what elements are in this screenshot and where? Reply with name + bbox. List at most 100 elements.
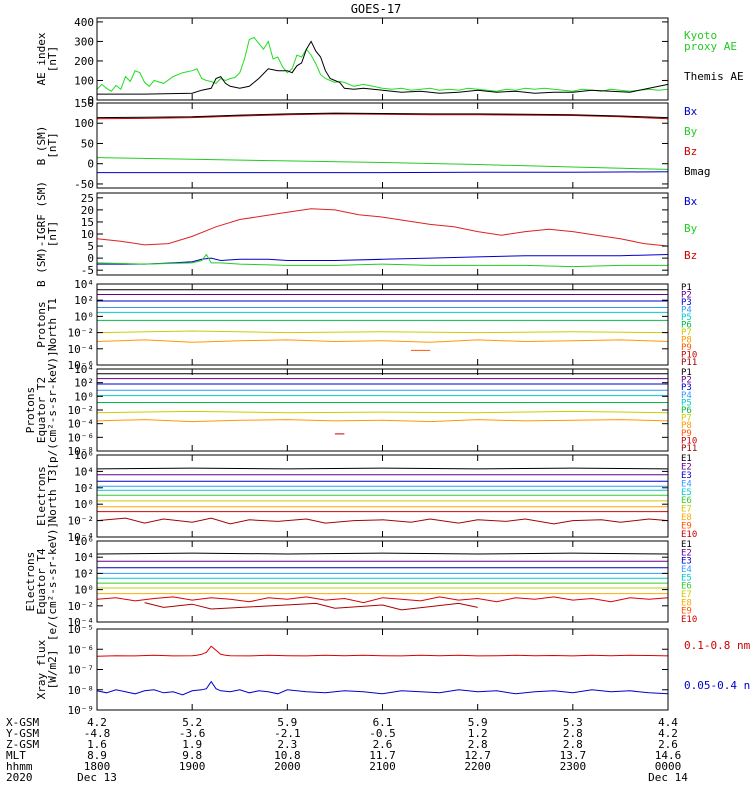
series-bdiff-bx (97, 254, 669, 265)
y-tick-label-en: 10² (74, 482, 94, 495)
y-tick-label-bdiff: -5 (81, 264, 94, 277)
ephemeris-value: 1.9 (182, 738, 202, 751)
ephemeris-value: 5.3 (563, 716, 583, 729)
y-tick-label-xray: 10⁻⁹ (68, 704, 95, 717)
ephemeris-row-label: 2020 (6, 771, 33, 784)
series-bsm-bz (96, 113, 669, 120)
legend-en-e4: E4 (681, 479, 692, 489)
y-tick-label-pn: 10⁰ (74, 310, 94, 323)
legend-pn-p2: P2 (681, 291, 692, 301)
series-bsm-bmag (96, 112, 669, 119)
legend-en-e10: E10 (681, 530, 697, 540)
series-pe-p7 (96, 410, 669, 414)
ephemeris-value: 2.8 (563, 738, 583, 751)
panel-frame-pn (96, 283, 669, 366)
ephemeris-table: X-GSM 4.2 5.2 5.9 6.1 5.9 5.3 4.4 Y-GSM -4.8 -3.6 -… (6, 716, 688, 784)
legend-en-e7: E7 (681, 505, 692, 515)
y-tick-label-ee: 10⁻⁴ (68, 616, 95, 629)
y-axis-label-xray: Xray flux (35, 639, 48, 699)
legend-ae-proxy-ae: proxy AE (684, 40, 737, 53)
legend-ae-kyoto: Kyoto (684, 29, 717, 42)
legend-en-e5: E5 (681, 488, 692, 498)
ephemeris-value: 9.8 (182, 749, 202, 762)
panel-frame-xray (96, 628, 669, 711)
legend-pn-p3: P3 (681, 298, 692, 308)
legend-ee-e3: E3 (681, 557, 692, 567)
y-axis-label-bsm: [nT] (46, 132, 59, 159)
series-ee-e10 (144, 602, 478, 611)
legend-ee-e9: E9 (681, 607, 692, 617)
y-tick-label-pe: 10⁻⁴ (68, 418, 95, 431)
y-tick-label-bsm: 0 (87, 158, 94, 171)
legend-ee-e4: E4 (681, 565, 692, 575)
y-axis-label-ee: Electrons (24, 552, 37, 612)
y-tick-label-bdiff: 0 (87, 252, 94, 265)
legend-pe-p2: P2 (681, 376, 692, 386)
series-ee-e9 (96, 596, 669, 604)
y-tick-label-bsm: 100 (74, 117, 94, 130)
ephemeris-value: -0.5 (369, 727, 396, 740)
ephemeris-value: 11.7 (369, 749, 396, 762)
y-tick-label-pn: 10⁻⁴ (68, 343, 95, 356)
legend-ee-e6: E6 (681, 582, 692, 592)
ephemeris-value: 4.2 (87, 716, 107, 729)
ephemeris-value: 5.2 (182, 716, 202, 729)
series-bsm-by (96, 157, 669, 170)
legend-pn-p8: P8 (681, 336, 692, 346)
y-tick-label-pe: 10⁰ (74, 390, 94, 403)
y-tick-label-pn: 10⁻² (68, 327, 95, 340)
ephemeris-value: 1.6 (87, 738, 107, 751)
legend-pe-p7: P7 (681, 414, 692, 424)
legend-en-e1: E1 (681, 454, 692, 464)
y-axis-label-ee: Equator T4 (35, 548, 48, 615)
ephemeris-value: 2.6 (373, 738, 393, 751)
ephemeris-value: 2.8 (468, 738, 488, 751)
legend-pe-p6: P6 (681, 406, 692, 416)
ephemeris-value: 10.8 (274, 749, 301, 762)
y-tick-label-xray: 10⁻⁸ (68, 684, 95, 697)
legend-pn-p5: P5 (681, 313, 692, 323)
ephemeris-value: Dec 14 (648, 771, 688, 784)
ephemeris-value: 5.9 (277, 716, 297, 729)
ephemeris-value: 13.7 (560, 749, 587, 762)
panel-xray: 10⁻⁹ 10⁻⁸ 10⁻⁷ 10⁻⁶ 10⁻⁵ Xray flux[W/m2] 0.1-0… (35, 623, 750, 717)
series-xray-0-1-0-8-nm (96, 645, 669, 657)
ephemeris-value: 2000 (274, 760, 301, 773)
y-axis-label-en: Electrons (35, 466, 48, 526)
legend-pe-p9: P9 (681, 429, 692, 439)
panel-frame-en (96, 454, 669, 538)
ephemeris-row-label: hhmm (6, 760, 33, 773)
y-tick-label-ae: 100 (74, 74, 94, 87)
series-xray-0-05-0-4-nm (96, 680, 669, 696)
y-tick-label-bdiff: 25 (81, 192, 94, 205)
legend-pn-p11: P11 (681, 358, 697, 368)
legend-bsm-bmag: Bmag (684, 165, 711, 178)
y-tick-label-pn: 10⁻⁶ (68, 359, 95, 372)
ephemeris-value: 2.6 (658, 738, 678, 751)
legend-pe-p11: P11 (681, 444, 697, 454)
ephemeris-value: 1900 (179, 760, 206, 773)
y-axis-label-bdiff: B (SM)-IGRF (SM) (35, 181, 48, 287)
y-tick-label-xray: 10⁻⁷ (68, 664, 95, 677)
legend-pn-p1: P1 (681, 283, 692, 293)
y-tick-label-bdiff: 20 (81, 204, 94, 217)
legend-ee-e1: E1 (681, 540, 692, 550)
y-tick-label-pe: 10⁻⁶ (68, 431, 95, 444)
ephemeris-value: -3.6 (179, 727, 206, 740)
panel-frame-ae (96, 17, 669, 101)
legend-en-e6: E6 (681, 496, 692, 506)
y-tick-label-xray: 10⁻⁵ (68, 623, 95, 636)
y-tick-label-ae: 400 (74, 16, 94, 29)
y-tick-label-ae: 200 (74, 55, 94, 68)
legend-bsm-bz: Bz (684, 145, 697, 158)
ephemeris-value: 0000 (655, 760, 682, 773)
legend-bdiff-bz: Bz (684, 249, 697, 262)
panel-bsm: -50 0 50 100 150 B (SM)[nT] Bx By Bz Bmag (35, 97, 711, 191)
ephemeris-value: 6.1 (373, 716, 393, 729)
legend-bdiff-bx: Bx (684, 195, 698, 208)
series-bdiff-bz (96, 208, 669, 247)
